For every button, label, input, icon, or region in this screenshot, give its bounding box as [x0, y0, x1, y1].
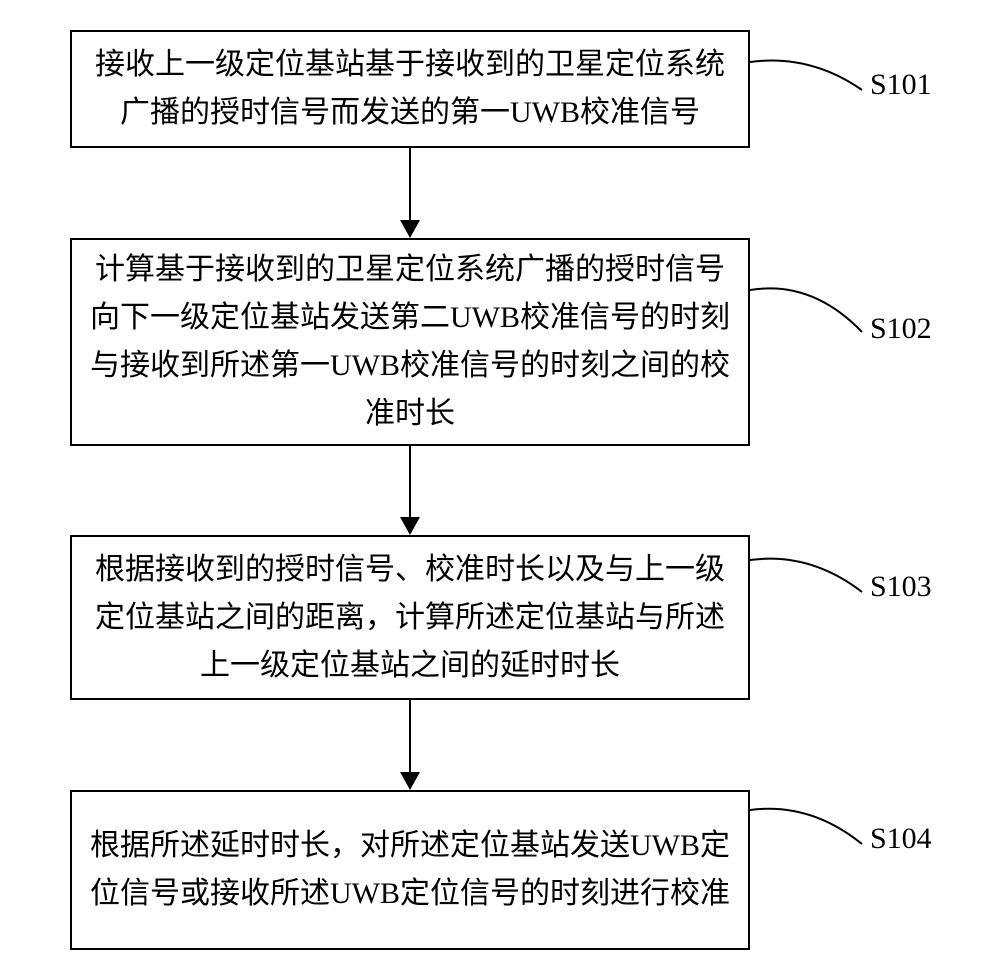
flow-arrow-head — [400, 220, 420, 238]
flowchart-canvas: 接收上一级定位基站基于接收到的卫星定位系统广播的授时信号而发送的第一UWB校准信… — [0, 0, 1000, 963]
flow-node-s101: 接收上一级定位基站基于接收到的卫星定位系统广播的授时信号而发送的第一UWB校准信… — [70, 30, 750, 148]
flow-arrow-head — [400, 772, 420, 790]
flow-node-text: 根据所述延时时长，对所述定位基站发送UWB定位信号或接收所述UWB定位信号的时刻… — [90, 822, 730, 918]
flow-node-text: 接收上一级定位基站基于接收到的卫星定位系统广播的授时信号而发送的第一UWB校准信… — [90, 41, 730, 137]
step-label-s104: S104 — [870, 822, 932, 856]
step-label-s101: S101 — [870, 68, 932, 102]
label-connector — [750, 58, 870, 98]
flow-arrow-head — [400, 517, 420, 535]
flow-node-text: 计算基于接收到的卫星定位系统广播的授时信号向下一级定位基站发送第二UWB校准信号… — [90, 246, 730, 438]
flow-arrow — [409, 148, 411, 220]
flow-node-s102: 计算基于接收到的卫星定位系统广播的授时信号向下一级定位基站发送第二UWB校准信号… — [70, 238, 750, 446]
flow-arrow — [409, 700, 411, 772]
label-connector — [750, 286, 870, 340]
flow-node-s104: 根据所述延时时长，对所述定位基站发送UWB定位信号或接收所述UWB定位信号的时刻… — [70, 790, 750, 950]
flow-arrow — [409, 446, 411, 517]
step-label-s103: S103 — [870, 570, 932, 604]
step-label-s102: S102 — [870, 312, 932, 346]
label-connector — [750, 556, 870, 600]
flow-node-s103: 根据接收到的授时信号、校准时长以及与上一级定位基站之间的距离，计算所述定位基站与… — [70, 535, 750, 700]
flow-node-text: 根据接收到的授时信号、校准时长以及与上一级定位基站之间的距离，计算所述定位基站与… — [90, 546, 730, 690]
label-connector — [750, 806, 870, 852]
